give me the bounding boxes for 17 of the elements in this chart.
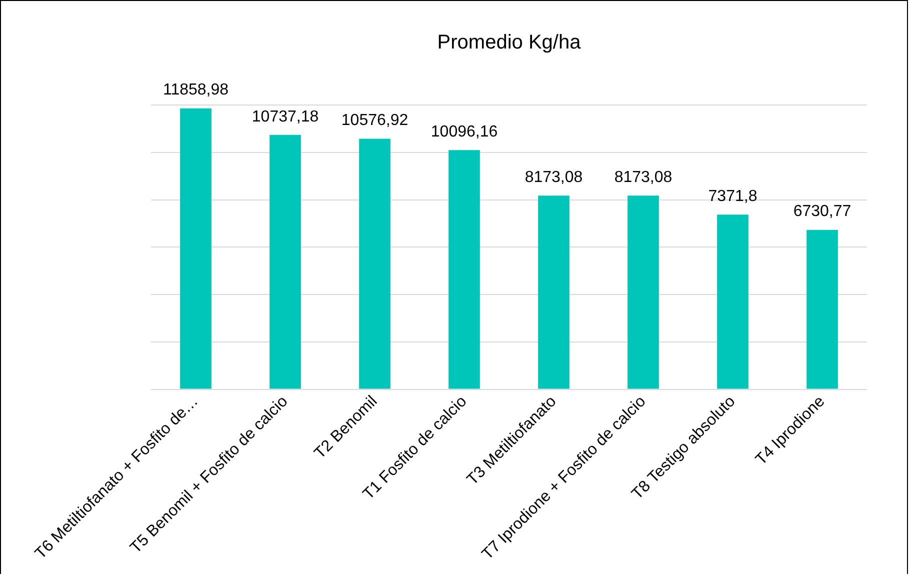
bar xyxy=(806,230,838,389)
data-label: 10096,16 xyxy=(430,124,498,141)
data-label: 10737,18 xyxy=(252,108,319,126)
data-label: 10576,92 xyxy=(341,112,408,130)
bar xyxy=(628,196,659,389)
bar xyxy=(717,214,748,389)
data-label: 11858,98 xyxy=(162,82,229,99)
bar xyxy=(270,134,301,389)
bar xyxy=(359,138,390,389)
data-label: 6730,77 xyxy=(793,203,852,220)
bar xyxy=(180,108,212,389)
data-label: 8173,08 xyxy=(524,169,583,186)
data-label: 7371,8 xyxy=(708,188,758,206)
bar xyxy=(538,196,570,389)
bar xyxy=(448,150,480,389)
chart-title: Promedio Kg/ha xyxy=(437,32,582,54)
data-label: 8173,08 xyxy=(614,169,672,186)
